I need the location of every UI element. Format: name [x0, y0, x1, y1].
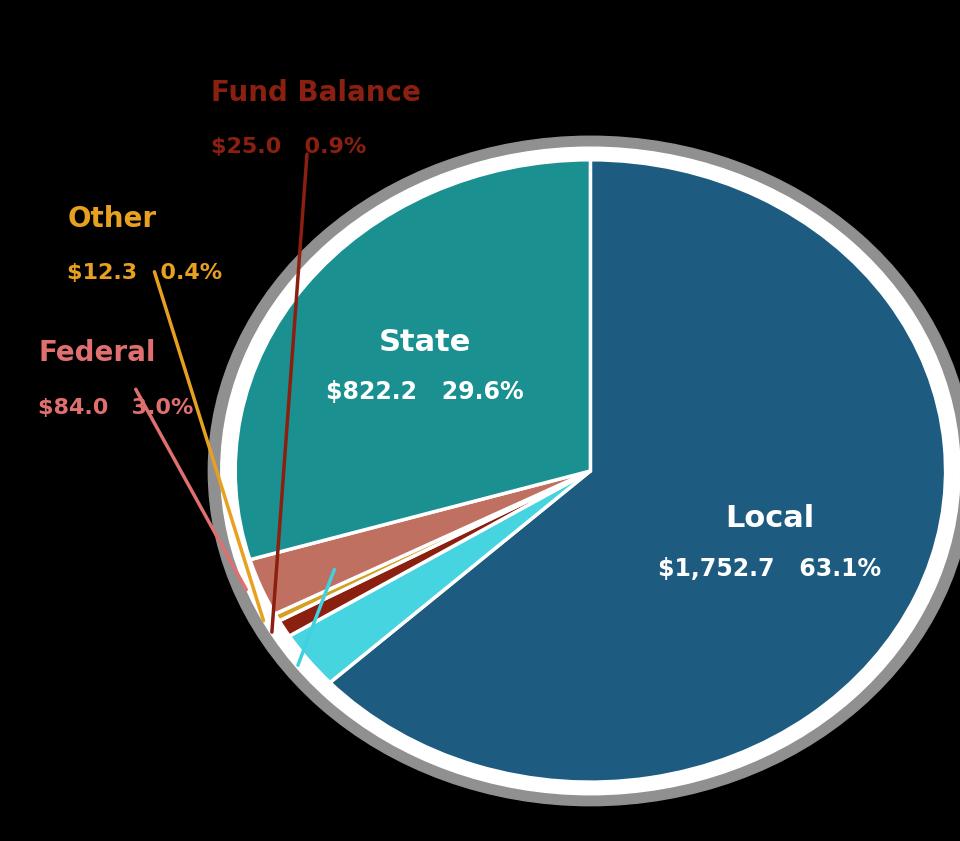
- Wedge shape: [250, 471, 590, 614]
- Text: $822.2   29.6%: $822.2 29.6%: [326, 380, 524, 405]
- Text: Local: Local: [725, 504, 814, 533]
- Wedge shape: [289, 471, 590, 683]
- Wedge shape: [330, 160, 946, 782]
- Circle shape: [208, 136, 960, 806]
- Text: $12.3   0.4%: $12.3 0.4%: [67, 263, 223, 283]
- Text: Other: Other: [67, 204, 156, 233]
- Text: Fund Balance: Fund Balance: [211, 78, 421, 107]
- Wedge shape: [279, 471, 590, 636]
- Circle shape: [221, 147, 960, 795]
- Text: $84.0   3.0%: $84.0 3.0%: [38, 398, 194, 418]
- Text: Federal: Federal: [38, 339, 156, 368]
- Circle shape: [221, 147, 960, 795]
- Text: State: State: [379, 327, 471, 357]
- Text: $1,752.7   63.1%: $1,752.7 63.1%: [658, 557, 881, 581]
- Wedge shape: [235, 160, 590, 559]
- Circle shape: [211, 139, 960, 803]
- Wedge shape: [275, 471, 590, 621]
- Text: $25.0   0.9%: $25.0 0.9%: [211, 137, 367, 157]
